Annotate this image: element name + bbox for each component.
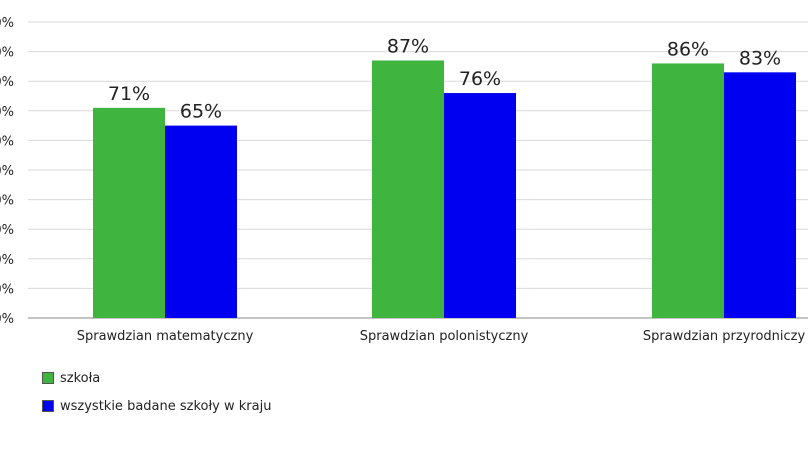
data-labels: 71% 65% 87% 76% 86% 83% xyxy=(108,35,781,122)
legend-item-szkola: szkoła xyxy=(42,370,271,386)
y-axis: 0% 10% 20% 30% 40% 50% 60% 70% 80% 90% 100% xyxy=(0,16,14,327)
bar-szkola xyxy=(652,63,724,318)
y-tick-label: 50% xyxy=(0,164,14,179)
bar-kraj xyxy=(165,125,237,318)
data-label: 76% xyxy=(459,68,501,90)
x-axis: Sprawdzian matematyczny Sprawdzian poloni… xyxy=(77,329,806,344)
legend-label-szkola: szkoła xyxy=(60,370,101,386)
bar-kraj xyxy=(444,93,516,318)
y-tick-label: 40% xyxy=(0,194,14,209)
bar-kraj xyxy=(724,72,796,318)
bar-chart: 0% 10% 20% 30% 40% 50% 60% 70% 80% 90% 100% 71% 65%… xyxy=(0,16,808,344)
data-label: 83% xyxy=(739,47,781,69)
y-tick-label: 70% xyxy=(0,105,14,120)
bar-szkola xyxy=(372,60,444,318)
data-label: 87% xyxy=(387,35,429,57)
data-label: 86% xyxy=(667,38,709,60)
y-tick-label: 20% xyxy=(0,253,14,268)
y-tick-label: 100% xyxy=(0,16,14,31)
x-category-label: Sprawdzian polonistyczny xyxy=(360,329,529,344)
y-tick-label: 10% xyxy=(0,282,14,297)
x-category-label: Sprawdzian matematyczny xyxy=(77,329,254,344)
bar-szkola xyxy=(93,107,165,318)
legend: szkoła wszystkie badane szkoły w kraju xyxy=(42,370,271,426)
bars xyxy=(93,60,796,318)
y-tick-label: 90% xyxy=(0,46,14,61)
legend-swatch-kraj xyxy=(42,400,54,412)
y-tick-label: 0% xyxy=(0,312,14,327)
data-label: 71% xyxy=(108,83,150,105)
y-tick-label: 60% xyxy=(0,134,14,149)
y-tick-label: 30% xyxy=(0,223,14,238)
y-tick-label: 80% xyxy=(0,75,14,90)
data-label: 65% xyxy=(180,101,222,123)
legend-item-kraj: wszystkie badane szkoły w kraju xyxy=(42,398,271,414)
legend-swatch-szkola xyxy=(42,372,54,384)
x-category-label: Sprawdzian przyrodniczy xyxy=(643,329,806,344)
legend-label-kraj: wszystkie badane szkoły w kraju xyxy=(60,398,272,414)
